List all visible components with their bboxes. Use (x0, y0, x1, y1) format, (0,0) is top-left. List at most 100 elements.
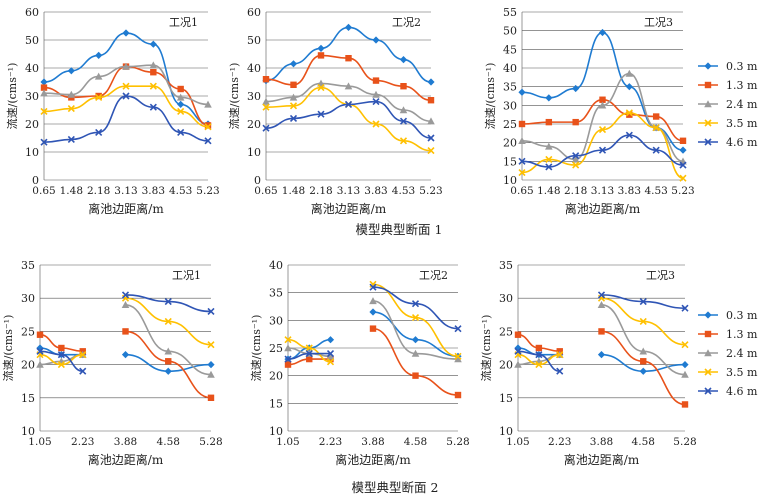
data-point (372, 98, 380, 106)
data-point (95, 51, 103, 59)
x-tick-label: 1.05 (28, 436, 51, 448)
data-point (122, 92, 130, 100)
data-point (67, 135, 75, 143)
series-5 (40, 92, 212, 146)
legend-label: 0.3 m (726, 60, 758, 73)
data-point (326, 358, 335, 366)
x-tick-label: 3.13 (591, 185, 614, 197)
y-tick-label: 40 (25, 62, 39, 75)
data-point (545, 155, 553, 164)
data-point (36, 347, 44, 355)
x-tick-label: 5.23 (196, 185, 219, 197)
data-point (95, 92, 102, 100)
y-tick-label: 25 (503, 118, 517, 131)
x-tick-label: 3.13 (337, 185, 360, 197)
data-point (372, 77, 380, 84)
x-tick-label: 1.05 (276, 436, 299, 448)
x-tick-label: 3.88 (590, 436, 613, 448)
y-tick-label: 20 (247, 118, 261, 131)
data-point (177, 107, 185, 115)
data-point (454, 355, 462, 363)
data-point (122, 82, 130, 90)
data-point (639, 367, 647, 375)
data-point (411, 314, 420, 322)
y-axis-title: 流速/(cms⁻¹) (5, 63, 19, 130)
data-point (284, 336, 292, 344)
data-point (204, 123, 212, 131)
data-point (95, 93, 103, 101)
y-tick-label: 30 (25, 90, 39, 103)
data-point (317, 84, 325, 92)
data-point (149, 103, 157, 111)
data-point (121, 351, 130, 359)
y-tick-label: 50 (247, 34, 261, 47)
legend-swatch-marker (704, 138, 712, 146)
data-point (545, 163, 553, 171)
y-tick-label: 10 (503, 174, 517, 187)
panel-title: 工况1 (169, 16, 198, 29)
y-axis-title: 流速/(cms⁻¹) (1, 315, 15, 382)
data-point (545, 94, 553, 102)
x-axis-title: 离池边距离/m (565, 201, 641, 216)
data-point (345, 55, 352, 62)
series-3 (40, 61, 212, 108)
data-point (598, 28, 607, 37)
data-point (207, 370, 215, 378)
data-point (290, 81, 297, 88)
y-tick-label: 40 (503, 62, 517, 75)
y-tick-label: 10 (269, 425, 283, 438)
data-point (372, 90, 380, 98)
y-tick-label: 50 (25, 34, 39, 47)
legend-swatch-marker (704, 119, 712, 127)
legend-label: 3.5 m (726, 117, 758, 130)
series-line (125, 294, 212, 313)
series-5 (514, 291, 689, 375)
x-tick-label: 5.28 (199, 436, 222, 448)
data-point (57, 361, 65, 369)
data-point (207, 307, 215, 316)
y-tick-label: 35 (499, 259, 513, 272)
data-point (518, 88, 526, 96)
series-5 (36, 291, 215, 375)
data-point (164, 367, 172, 375)
data-point (207, 394, 215, 401)
legend-label: 2.4 m (726, 98, 758, 111)
data-point (454, 325, 462, 333)
data-point (122, 29, 130, 37)
legend-swatch-marker (704, 330, 712, 338)
series-4 (36, 294, 215, 369)
data-point (598, 146, 607, 154)
data-point (545, 118, 553, 126)
legend-2: 0.3 m 1.3 m 2.4 m 3.5 m 4.6 m (698, 309, 758, 398)
x-tick-label: 3.13 (114, 185, 137, 197)
y-tick-label: 55 (503, 6, 517, 19)
data-point (204, 122, 212, 129)
data-point (67, 67, 75, 75)
x-tick-label: 5.28 (446, 436, 469, 448)
data-point (317, 52, 325, 59)
y-tick-label: 0 (32, 174, 39, 187)
y-axis-title: 流速/(cms⁻¹) (479, 315, 493, 382)
x-tick-label: 1.48 (60, 185, 83, 197)
y-tick-label: 60 (247, 6, 261, 19)
x-tick-label: 1.05 (506, 436, 529, 448)
data-point (369, 297, 377, 305)
x-tick-label: 0.65 (32, 185, 55, 197)
data-point (639, 317, 647, 326)
data-point (177, 128, 185, 136)
data-point (40, 89, 48, 97)
data-point (305, 349, 313, 358)
data-point (67, 105, 75, 113)
data-point (545, 142, 553, 150)
data-point (369, 308, 377, 316)
data-point (679, 137, 687, 144)
chart-panel-3: 10 15 20 25 30 35 40 45 50 55 0.65 1.48 2.18 3.13 3.83… (483, 6, 695, 216)
data-point (514, 347, 522, 355)
data-point (454, 391, 462, 399)
legend-swatch-marker (704, 100, 712, 108)
data-point (679, 161, 687, 169)
y-tick-label: 30 (503, 99, 517, 112)
data-point (597, 351, 606, 359)
series-5 (262, 98, 435, 142)
data-point (57, 351, 65, 359)
